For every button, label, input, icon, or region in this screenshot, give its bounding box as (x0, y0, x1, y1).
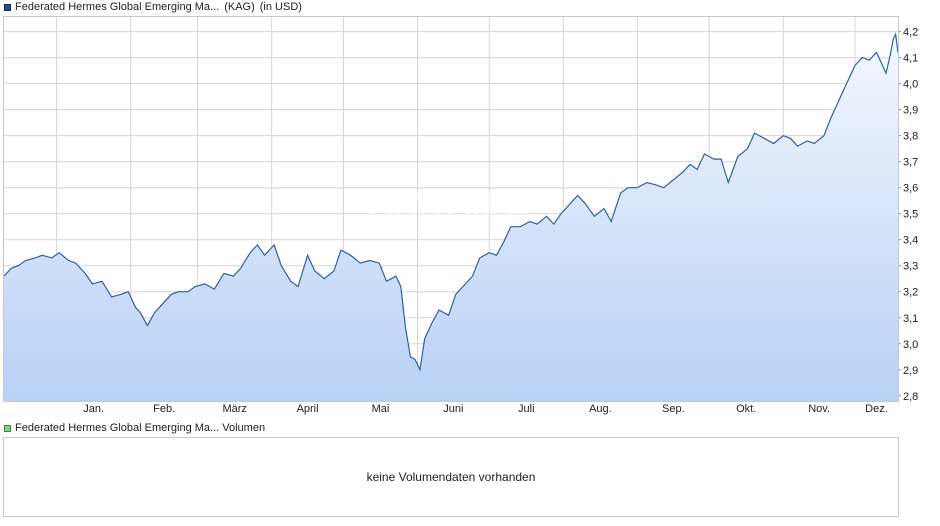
y-tick-label: 4,1 (903, 53, 918, 65)
x-tick-label: Jan. (83, 403, 104, 415)
watermark-logo: ARIVA.DE (369, 184, 531, 222)
y-tick-label: 3,5 (903, 209, 918, 221)
y-tick-label: 3,3 (903, 261, 918, 273)
volume-legend-label: Federated Hermes Global Emerging Ma... V… (15, 422, 266, 434)
x-tick-label: Nov. (808, 403, 830, 415)
price-area-fill (4, 34, 898, 401)
y-tick-label: 4,2 (903, 27, 918, 39)
price-legend-currency: (in USD) (259, 1, 302, 13)
y-tick-label: 3,9 (903, 105, 918, 117)
plot-frame (3, 16, 899, 402)
x-axis-ticks: Jan. Feb. März April Mai Juni Juli Aug. Sep. Okt.… (83, 403, 888, 415)
x-tick-label: März (222, 403, 246, 415)
y-axis-ticks: 2,8 2,9 3,0 3,1 3,2 3,3 3,4 3,5 3,6 3,7 3,8 3,9 4,0 4… (898, 27, 918, 403)
x-tick-label: Sep. (662, 403, 685, 415)
x-tick-label: Okt. (736, 403, 756, 415)
price-legend: Federated Hermes Global Emerging Ma... (… (4, 0, 302, 14)
price-line (3, 32, 899, 372)
price-chart: ARIVA.DE 2,8 2,9 3,0 3,1 3,2 3,3 3,4 3,5 3,6 3,7 3… (3, 16, 918, 415)
y-tick-label: 3,4 (903, 235, 918, 247)
price-legend-swatch (4, 3, 11, 11)
y-tick-label: 2,9 (903, 365, 918, 377)
volume-legend: Federated Hermes Global Emerging Ma... V… (4, 421, 265, 435)
price-legend-type: (KAG) (224, 1, 255, 13)
y-tick-label: 3,1 (903, 313, 918, 325)
x-tick-label: Juni (443, 403, 463, 415)
y-tick-label: 3,6 (903, 183, 918, 195)
y-tick-label: 4,0 (903, 79, 918, 91)
y-tick-label: 2,8 (903, 391, 918, 403)
volume-legend-swatch (4, 424, 11, 432)
x-tick-label: Feb. (153, 403, 175, 415)
x-tick-label: Dez. (865, 403, 888, 415)
volume-panel: keine Volumendaten vorhanden (3, 437, 899, 517)
x-tick-label: Aug. (589, 403, 612, 415)
y-tick-label: 3,2 (903, 287, 918, 299)
y-tick-label: 3,0 (903, 339, 918, 351)
y-tick-label: 3,7 (903, 157, 918, 169)
volume-empty-message: keine Volumendaten vorhanden (366, 470, 536, 484)
x-tick-label: April (297, 403, 319, 415)
x-tick-label: Juli (518, 403, 535, 415)
y-tick-label: 3,8 (903, 131, 918, 143)
x-tick-label: Mai (372, 403, 390, 415)
price-legend-label: Federated Hermes Global Emerging Ma... (15, 1, 220, 13)
